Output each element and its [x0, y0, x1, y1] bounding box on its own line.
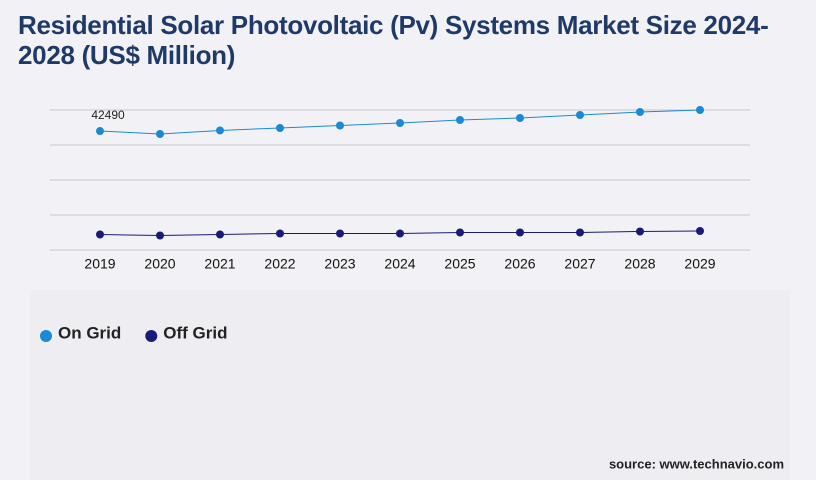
x-tick-label: 2029 [684, 256, 715, 272]
x-tick-label: 2023 [324, 256, 355, 272]
point [636, 107, 644, 116]
point [576, 111, 584, 120]
point [516, 114, 524, 123]
point [276, 229, 284, 238]
point [96, 230, 104, 239]
legend-label: Off Grid [163, 323, 227, 342]
point [96, 127, 104, 136]
point [516, 228, 524, 237]
point [216, 230, 224, 239]
point [396, 118, 404, 127]
point [156, 231, 164, 240]
point [576, 228, 584, 237]
data-label: 42490 [91, 108, 125, 122]
point [336, 229, 344, 238]
point [696, 106, 704, 114]
point [396, 229, 404, 238]
x-tick-label: 2027 [564, 256, 595, 272]
legend-label: On Grid [58, 323, 121, 342]
source: source: www.technavio.com [609, 456, 784, 471]
point [156, 129, 164, 138]
panel [30, 290, 790, 480]
x-tick-label: 2024 [384, 256, 415, 272]
point [456, 228, 464, 237]
legend-marker [145, 330, 158, 342]
chart-title: Residential Solar Photovoltaic (Pv) Syst… [18, 10, 769, 70]
point [216, 126, 224, 135]
x-tick-label: 2021 [204, 256, 235, 272]
x-tick-label: 2028 [624, 256, 655, 272]
point [456, 115, 464, 124]
x-tick-label: 2020 [144, 256, 175, 272]
point [336, 121, 344, 130]
legend-marker [40, 330, 52, 342]
x-tick-label: 2022 [264, 256, 295, 272]
point [696, 226, 704, 235]
x-tick-label: 2026 [504, 256, 535, 272]
title-box: Residential Solar Photovoltaic (Pv) Syst… [18, 10, 769, 70]
point [636, 227, 644, 236]
point [276, 124, 284, 133]
x-tick-label: 2019 [84, 256, 115, 272]
x-tick-label: 2025 [444, 256, 475, 272]
